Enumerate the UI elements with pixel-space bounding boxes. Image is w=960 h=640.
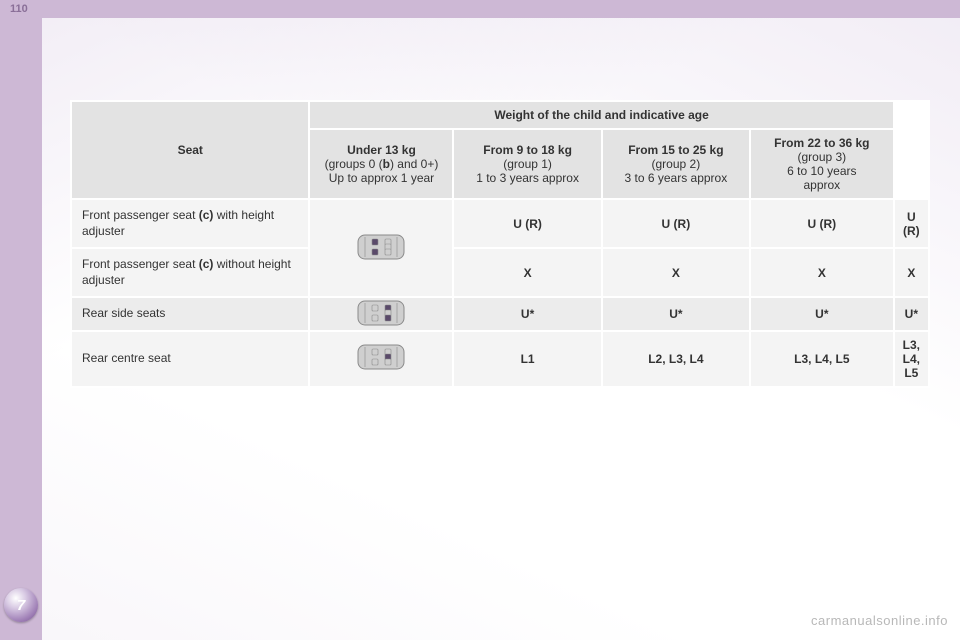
table-cell: U (R) xyxy=(453,199,601,248)
table-row: Front passenger seat (c) with height adj… xyxy=(71,199,929,248)
page-number: 110 xyxy=(10,0,28,18)
header-col-2: From 15 to 25 kg(group 2)3 to 6 years ap… xyxy=(602,129,750,199)
badge-number: 7 xyxy=(17,597,25,614)
table-row: Rear side seats U*U*U*U* xyxy=(71,297,929,331)
table-cell: U* xyxy=(453,297,601,331)
watermark: carmanualsonline.info xyxy=(811,613,948,628)
header-weight-span: Weight of the child and indicative age xyxy=(309,101,893,129)
section-badge: 7 xyxy=(4,588,38,622)
table-cell: X xyxy=(602,248,750,297)
table-cell: U* xyxy=(894,297,929,331)
seat-rear-sides-icon xyxy=(352,299,410,327)
table-cell: X xyxy=(453,248,601,297)
seat-icon-cell xyxy=(309,297,453,331)
row-label: Rear centre seat xyxy=(71,331,309,387)
table-cell: U (R) xyxy=(894,199,929,248)
table-cell: X xyxy=(750,248,894,297)
row-label: Front passenger seat (c) with height adj… xyxy=(71,199,309,248)
table-row: Rear centre seat L1L2, L3, L4L3, L4, L5L… xyxy=(71,331,929,387)
seat-rear-centre-icon xyxy=(352,343,410,371)
table-cell: L3, L4, L5 xyxy=(894,331,929,387)
left-sidebar-strip xyxy=(0,18,42,640)
header-col-1: From 9 to 18 kg(group 1)1 to 3 years app… xyxy=(453,129,601,199)
content-area: SeatWeight of the child and indicative a… xyxy=(70,100,940,388)
top-bar xyxy=(0,0,960,18)
table-cell: L1 xyxy=(453,331,601,387)
row-label: Front passenger seat (c) without height … xyxy=(71,248,309,297)
table-cell: L2, L3, L4 xyxy=(602,331,750,387)
badge-circle: 7 xyxy=(4,588,38,622)
table-cell: U* xyxy=(602,297,750,331)
row-label: Rear side seats xyxy=(71,297,309,331)
table-cell: U (R) xyxy=(750,199,894,248)
table-cell: X xyxy=(894,248,929,297)
seat-icon-cell xyxy=(309,199,453,297)
header-col-3: From 22 to 36 kg(group 3)6 to 10 yearsap… xyxy=(750,129,894,199)
header-seat: Seat xyxy=(71,101,309,199)
seat-icon-cell xyxy=(309,331,453,387)
seat-front-icon xyxy=(352,233,410,261)
table-cell: U* xyxy=(750,297,894,331)
table-cell: L3, L4, L5 xyxy=(750,331,894,387)
header-col-0: Under 13 kg(groups 0 (b) and 0+)Up to ap… xyxy=(309,129,453,199)
section-label: CHILD SAFETY xyxy=(0,346,2,530)
child-seat-table: SeatWeight of the child and indicative a… xyxy=(70,100,930,388)
table-cell: U (R) xyxy=(602,199,750,248)
table-row: Front passenger seat (c) without height … xyxy=(71,248,929,297)
